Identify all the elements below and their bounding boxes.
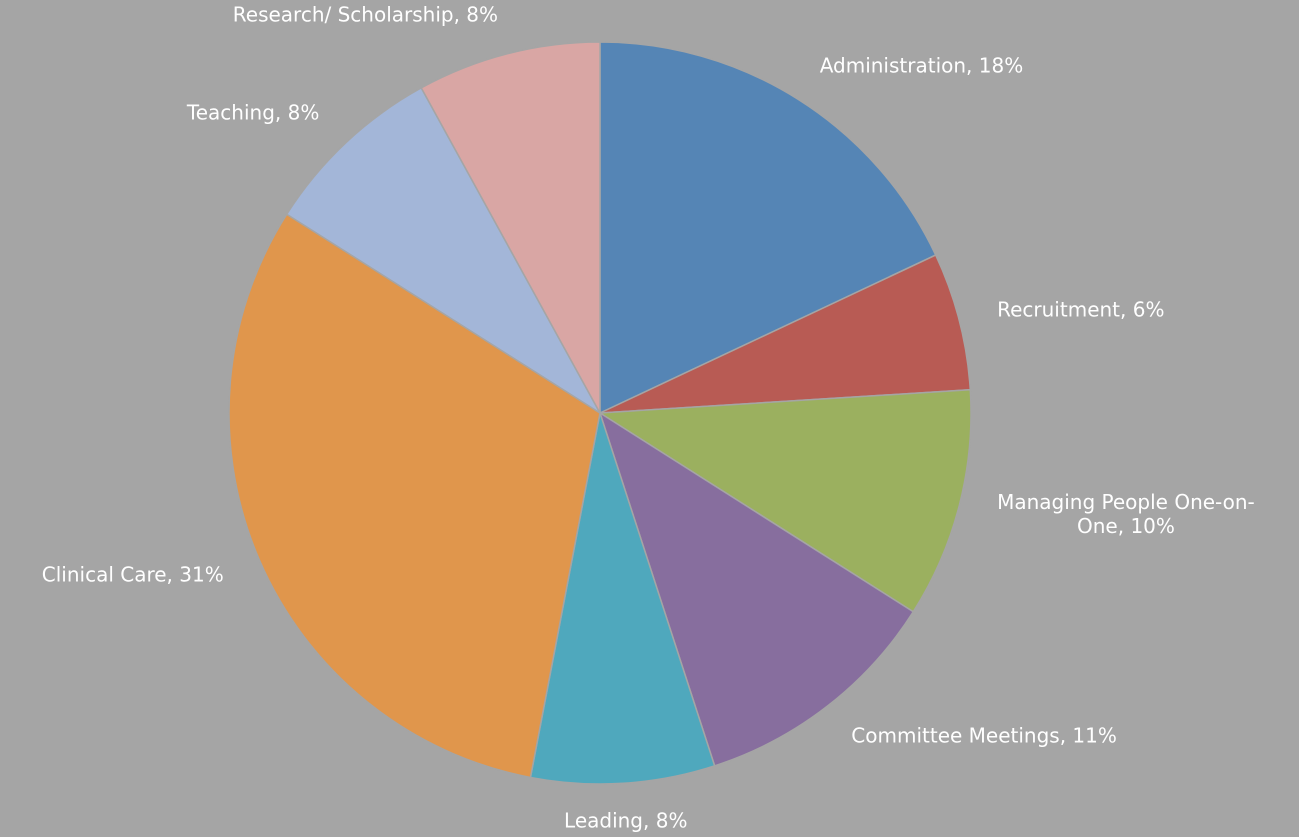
data-label: Teaching, 8% (186, 101, 319, 125)
pie-slice (597, 388, 972, 613)
data-label-line: Managing People One-on- (997, 489, 1255, 513)
pie-slice (420, 41, 601, 414)
data-label: Leading, 8% (564, 809, 687, 833)
pie-slice (598, 411, 915, 767)
pie-slice (599, 254, 972, 414)
pie-slice (599, 41, 937, 415)
pie-slice (529, 412, 716, 785)
data-label: Committee Meetings, 11% (851, 723, 1117, 747)
data-label: Administration, 18% (820, 53, 1024, 77)
data-label: Research/ Scholarship, 8% (233, 2, 498, 26)
data-label: Managing People One-on-One, 10% (997, 489, 1255, 537)
data-label: Clinical Care, 31% (42, 562, 224, 586)
data-label: Recruitment, 6% (997, 298, 1164, 322)
data-label-line: One, 10% (1077, 513, 1175, 537)
pie-slice (285, 86, 601, 414)
